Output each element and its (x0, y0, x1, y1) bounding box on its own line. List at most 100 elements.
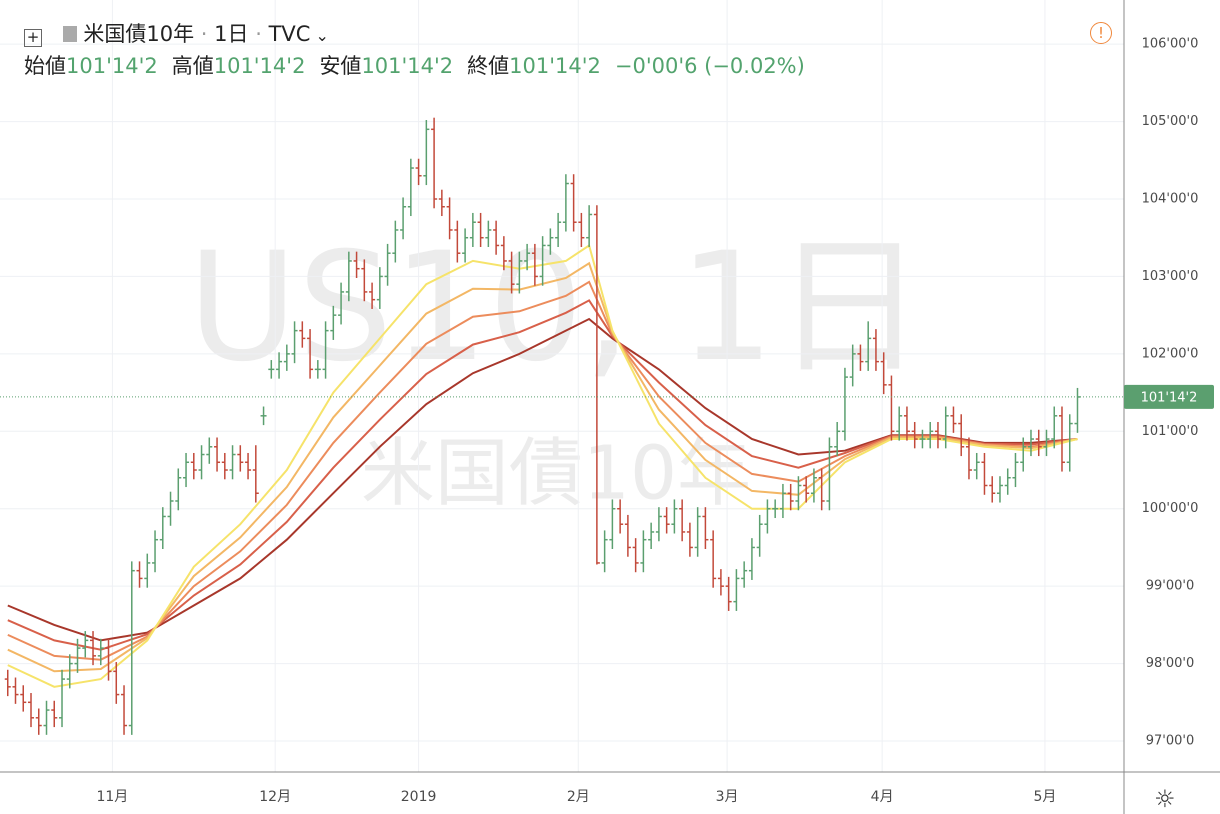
ohlc-bar (82, 631, 89, 658)
x-tick-label: 4月 (871, 789, 894, 805)
ohlc-bar (787, 483, 794, 511)
ohlc-bar (632, 538, 639, 573)
ohlc-bar (105, 638, 112, 681)
ohlc-bar (872, 329, 879, 371)
ohlc-bar (857, 344, 864, 371)
ohlc-bar (1027, 429, 1034, 457)
legend-value: 101'14'2 (66, 54, 158, 78)
ohlc-bar (524, 243, 531, 271)
ohlc-bar (1004, 468, 1011, 495)
ohlc-bar (183, 452, 190, 488)
ohlc-bar (314, 360, 321, 379)
y-tick-label: 100'00'0 (1142, 501, 1199, 516)
flag-icon (62, 26, 77, 42)
ohlc-bar (454, 220, 461, 263)
ohlc-bar (710, 530, 717, 588)
interval[interactable]: 1日 (214, 22, 249, 46)
ohlc-bar (252, 445, 259, 503)
ohlc-bar (803, 476, 810, 503)
x-tick-label: 3月 (716, 789, 739, 805)
ohlc-bar (865, 321, 872, 371)
ohlc-bar (392, 220, 399, 263)
ohlc-bar (950, 406, 957, 433)
ohlc-bar (555, 212, 562, 248)
legend-label: 終値 (467, 54, 510, 78)
ohlc-bar (624, 514, 631, 557)
ohlc-bar (469, 212, 476, 248)
y-tick-label: 106'00'0 (1142, 37, 1199, 52)
ohlc-bar (376, 267, 383, 309)
ohlc-bar (90, 631, 97, 666)
ohlc-bar (229, 445, 236, 480)
ohlc-bar (276, 352, 283, 379)
ohlc-bar (35, 708, 42, 735)
ohlc-bar (570, 174, 577, 232)
x-tick-label: 2019 (401, 789, 437, 805)
y-tick-label: 98'00'0 (1146, 656, 1195, 671)
warning-icon[interactable]: ! (1090, 22, 1112, 44)
ohlc-bar (927, 422, 934, 449)
ohlc-bar (810, 468, 817, 503)
ohlc-bar (818, 468, 825, 511)
ohlc-bar (175, 468, 182, 511)
ohlc-bar (1012, 452, 1019, 488)
ohlc-bar (508, 251, 515, 294)
ohlc-bar (338, 282, 345, 325)
ohlc-bar (152, 530, 159, 573)
ohlc-bar (981, 452, 988, 495)
ohlc-bar (59, 669, 66, 728)
ohlc-bar (260, 406, 267, 426)
ohlc-bar (586, 205, 593, 248)
ohlc-bar (214, 437, 221, 472)
settings-icon[interactable]: ☼ (1154, 785, 1176, 813)
ohlc-legend: 始値101'14'2 高値101'14'2 安値101'14'2 終値101'14'2… (24, 50, 805, 80)
ohlc-bar (516, 251, 523, 294)
ohlc-bar (640, 530, 647, 573)
last-price-label: 101'14'2 (1141, 390, 1198, 405)
ohlc-bar (764, 499, 771, 534)
ohlc-bar (493, 220, 500, 255)
last-price-box (1124, 384, 1214, 409)
ohlc-bar (407, 158, 414, 217)
expand-icon[interactable]: + (24, 29, 42, 47)
y-tick-label: 104'00'0 (1142, 192, 1199, 207)
ohlc-bar (741, 561, 748, 588)
ohlc-bar (353, 251, 360, 278)
ohlc-bar (756, 514, 763, 557)
ohlc-bar (849, 344, 856, 387)
y-tick-label: 102'00'0 (1142, 346, 1199, 361)
ohlc-bar (330, 305, 337, 340)
ohlc-bar (694, 507, 701, 557)
ohlc-bar (4, 669, 11, 697)
ohlc-bar (291, 321, 298, 364)
x-tick-label: 2月 (567, 789, 590, 805)
ohlc-bar (20, 685, 27, 712)
ohlc-bar (717, 569, 724, 596)
ohlc-bar (609, 499, 616, 549)
symbol-name: 米国債10年 (83, 22, 195, 46)
legend-label: 安値 (319, 54, 362, 78)
ohlc-bar (834, 422, 841, 457)
ohlc-bar (446, 197, 453, 240)
grid (0, 0, 1124, 772)
ohlc-bar (725, 576, 732, 611)
ohlc-bar (245, 452, 252, 480)
ohlc-bar (779, 483, 786, 519)
x-tick-label: 5月 (1033, 789, 1056, 805)
ohlc-bar (299, 321, 306, 348)
ohlc-bar (66, 654, 73, 689)
ohlc-bar (190, 452, 197, 480)
ohlc-bar (113, 662, 120, 704)
ohlc-bar (958, 414, 965, 457)
ohlc-bar (973, 452, 980, 480)
ohlc-bar (43, 700, 50, 735)
ohlc-bar (547, 228, 554, 255)
ohlc-bar (322, 321, 329, 379)
ohlc-bar (28, 693, 35, 728)
x-tick-label: 11月 (96, 789, 128, 805)
symbol-header: + 米国債10年 · 1日 · TVC ⌄ (24, 18, 329, 48)
ohlc-bar (996, 476, 1003, 503)
ohlc-bar (593, 205, 600, 565)
ohlc-bar (128, 561, 135, 735)
